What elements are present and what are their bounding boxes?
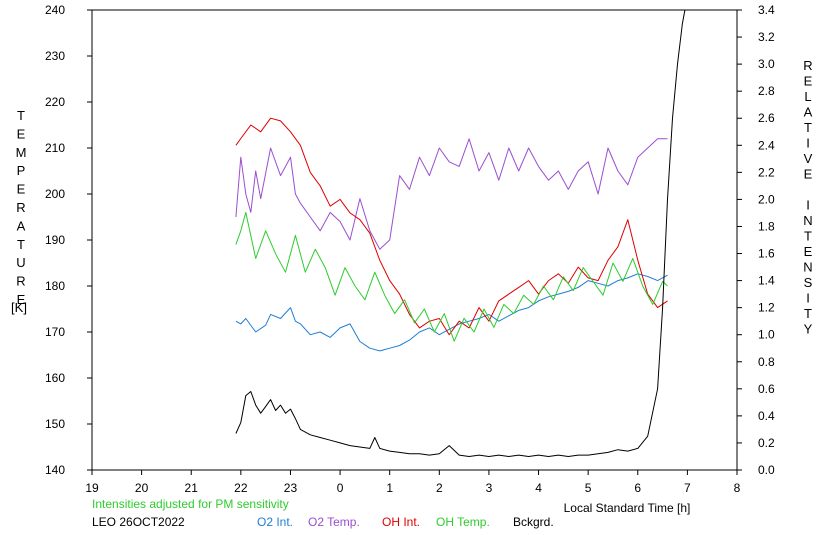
series-lines: [235, 9, 686, 457]
y-left-tick-label: 220: [45, 95, 65, 109]
x-tick-label: 4: [535, 481, 542, 495]
x-axis-label: Local Standard Time [h]: [564, 501, 691, 515]
y-left-label-letter: P: [17, 163, 26, 178]
y-right-tick-label: 2.8: [758, 84, 775, 98]
x-axis: 19 20 21 22 23 0 1 2 3 4 5 6 7 8: [85, 470, 741, 495]
y-axis-right: 0.0 0.2 0.4 0.6 0.8 1.0 1.2 1.4 1.6 1.8 2.0 2.2 2.4 2…: [737, 3, 775, 477]
y-right-label-letter: L: [804, 89, 811, 104]
x-tick-label: 5: [585, 481, 592, 495]
y-right-tick-label: 2.2: [758, 165, 775, 179]
y-right-tick-label: 3.0: [758, 57, 775, 71]
y-left-tick-label: 190: [45, 233, 65, 247]
legend-item-o2-int: O2 Int.: [257, 515, 294, 529]
y-left-label-letter: T: [17, 237, 25, 252]
y-right-label-letter: N: [803, 213, 812, 228]
y-right-label-letter: E: [804, 167, 813, 182]
y-right-label-letter: Y: [804, 322, 813, 337]
x-tick-label: 23: [284, 481, 298, 495]
y-left-tick-label: 180: [45, 279, 65, 293]
x-tick-label: 6: [634, 481, 641, 495]
y-right-label-letter: N: [803, 260, 812, 275]
x-tick-label: 21: [185, 481, 199, 495]
sensitivity-note: Intensities adjusted for PM sensitivity: [92, 497, 289, 511]
y-right-tick-label: 2.6: [758, 111, 775, 125]
y-left-tick-label: 150: [45, 417, 65, 431]
legend-item-oh-temp: OH Temp.: [436, 515, 490, 529]
y-right-label-letter: E: [804, 74, 813, 89]
y-left-label-letter: U: [16, 255, 25, 270]
y-right-label-letter: R: [803, 58, 812, 73]
y-right-label-letter: T: [804, 306, 812, 321]
y-right-tick-label: 2.4: [758, 138, 775, 152]
y-right-tick-label: 0.4: [758, 409, 775, 423]
x-tick-label: 1: [386, 481, 393, 495]
y-left-tick-label: 200: [45, 187, 65, 201]
series-line-oh-temp: [235, 211, 668, 342]
y-left-label-letter: E: [17, 126, 26, 141]
series-line-o2-int: [235, 273, 668, 352]
y-right-tick-label: 1.2: [758, 301, 775, 315]
y-right-label-letter: S: [804, 275, 813, 290]
x-tick-label: 2: [436, 481, 443, 495]
y-left-tick-label: 160: [45, 371, 65, 385]
y-right-label-letter: I: [806, 291, 810, 306]
y-left-label-letter: E: [17, 182, 26, 197]
y-right-tick-label: 0.0: [758, 463, 775, 477]
x-tick-label: 8: [734, 481, 741, 495]
y-axis-left: 140 150 160 170 180 190 200 210 220 230 240: [45, 3, 92, 477]
y-right-label-letter: V: [804, 151, 813, 166]
y-right-tick-label: 0.2: [758, 436, 775, 450]
y-left-label-letter: E: [17, 292, 26, 307]
legend-item-bckgrd: Bckgrd.: [513, 515, 554, 529]
legend-item-oh-int: OH Int.: [382, 515, 421, 529]
x-tick-label: 22: [234, 481, 248, 495]
y-left-tick-label: 210: [45, 141, 65, 155]
x-tick-label: 19: [85, 481, 99, 495]
y-right-label-letter: T: [804, 120, 812, 135]
y-right-tick-label: 0.6: [758, 382, 775, 396]
y-right-tick-label: 1.6: [758, 247, 775, 261]
y-right-tick-label: 3.2: [758, 30, 775, 44]
y-right-label-letter: E: [804, 244, 813, 259]
x-tick-label: 0: [337, 481, 344, 495]
y-right-tick-label: 3.4: [758, 3, 775, 17]
series-line-bckgrd: [235, 9, 686, 457]
y-right-label-letter: I: [806, 198, 810, 213]
y-left-label-letter: R: [16, 274, 25, 289]
y-left-label-letter: R: [16, 200, 25, 215]
y-left-label-letter: T: [17, 108, 25, 123]
x-tick-label: 20: [135, 481, 149, 495]
y-right-tick-label: 0.8: [758, 355, 775, 369]
y-left-tick-label: 140: [45, 463, 65, 477]
y-left-tick-label: 170: [45, 325, 65, 339]
y-left-label-letter: M: [16, 145, 27, 160]
x-tick-label: 7: [684, 481, 691, 495]
y-right-label-letter: T: [804, 229, 812, 244]
series-line-o2-temp: [235, 138, 668, 250]
y-left-label-letter: A: [17, 218, 26, 233]
x-tick-label: 3: [486, 481, 493, 495]
y-left-tick-label: 230: [45, 49, 65, 63]
series-line-oh-int: [235, 117, 668, 336]
y-right-tick-label: 1.0: [758, 328, 775, 342]
y-left-tick-label: 240: [45, 3, 65, 17]
y-left-unit: [K]: [11, 300, 27, 315]
station-date: LEO 26OCT2022: [92, 515, 185, 529]
legend-item-o2-temp: O2 Temp.: [308, 515, 360, 529]
y-right-label-letter: A: [804, 105, 813, 120]
y-right-tick-label: 2.0: [758, 192, 775, 206]
plot-frame: [91, 9, 738, 471]
y-right-tick-label: 1.8: [758, 219, 775, 233]
y-right-tick-label: 1.4: [758, 274, 775, 288]
y-right-label-letter: I: [806, 136, 810, 151]
